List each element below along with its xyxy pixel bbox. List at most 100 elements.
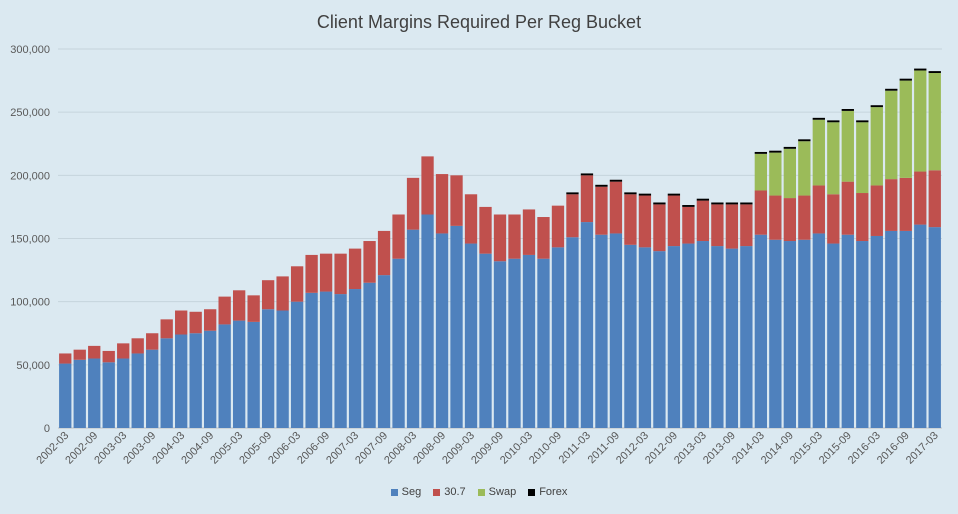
bar-307 [334,253,347,295]
y-tick-label: 0 [44,423,50,435]
bar-307 [189,311,202,334]
bar-seg [493,261,507,428]
bar-seg [841,234,854,428]
bar-seg [204,330,217,428]
bar-forex [754,151,768,154]
bar-seg [624,244,637,428]
legend-swatch [390,488,398,496]
bar-307 [522,209,536,255]
bar-forex [667,193,681,196]
bar-seg [247,321,260,428]
bar-forex [609,179,623,182]
bar-307 [783,198,796,242]
y-tick-label: 250,000 [10,107,50,119]
bar-seg [160,338,173,428]
bar-forex [740,202,753,205]
y-tick-label: 200,000 [10,170,50,182]
bar-seg [218,324,231,428]
bar-forex [856,120,869,123]
bar-307 [131,338,144,354]
legend-swatch [477,488,485,496]
bar-seg [537,258,550,428]
bar-307 [667,195,681,247]
bar-307 [928,170,941,228]
bar-seg [566,237,579,428]
bar-forex [928,71,941,74]
bar-seg [522,254,536,428]
bar-307 [421,156,434,215]
bar-307 [305,254,318,293]
bar-seg [348,289,362,428]
legend-swatch [433,488,441,496]
bar-forex [653,202,666,205]
bar-seg [290,301,304,428]
bar-seg [885,230,898,428]
bar-swap [812,119,825,186]
bar-seg [740,246,753,428]
bar-seg [276,310,289,428]
bar-307 [740,204,753,247]
bar-seg [827,243,840,428]
bar-forex [711,202,724,205]
bar-swap [928,73,941,171]
bar-307 [798,195,811,240]
bar-seg [189,333,202,428]
bar-swap [827,122,840,195]
bar-forex [696,198,710,201]
bar-forex [885,88,898,91]
bar-seg [392,258,405,428]
bar-307 [696,200,710,242]
bar-seg [609,233,623,428]
bar-seg [725,248,739,428]
bar-forex [580,173,594,176]
bar-seg [334,294,347,428]
bar-seg [421,214,434,428]
bar-307 [218,296,231,325]
bar-forex [566,192,579,195]
bar-seg [261,309,275,428]
bar-seg [146,349,159,428]
bar-forex [638,193,652,196]
bar-307 [102,350,115,363]
bar-seg [305,292,318,428]
bar-307 [363,241,376,283]
bar-forex [798,139,811,142]
bar-307 [261,280,275,310]
chart-title: Client Margins Required Per Reg Bucket [316,12,642,32]
bar-seg [464,243,478,428]
bar-forex [899,78,912,81]
bar-forex [682,205,695,207]
bar-swap [769,152,782,196]
bar-swap [914,70,927,172]
bar-seg [59,363,72,428]
bar-307 [276,276,289,311]
bar-seg [696,241,710,428]
x-tick-label: 2017-03 [904,430,941,467]
bar-307 [841,181,854,235]
bar-swap [899,80,912,178]
bar-seg [450,225,463,428]
bar-307 [754,190,768,235]
bar-307 [609,181,623,234]
bar-307 [479,206,492,254]
bar-seg [175,334,188,428]
bar-seg [131,353,144,428]
y-tick-label: 100,000 [10,297,50,309]
bar-seg [102,362,115,428]
x-tick-label: 2010-09 [527,430,564,467]
bar-307 [769,195,782,240]
bar-seg [435,233,449,428]
bar-seg [667,246,681,428]
bar-seg [363,282,376,428]
y-tick-label: 300,000 [10,44,50,56]
bar-forex [783,146,796,149]
legend-item: Seg [390,486,421,498]
bar-307 [88,345,101,359]
bar-307 [59,353,72,364]
bar-swap [798,141,811,196]
bar-307 [348,248,362,290]
bar-307 [870,185,883,236]
bar-307 [885,179,898,231]
bar-swap [856,122,869,194]
